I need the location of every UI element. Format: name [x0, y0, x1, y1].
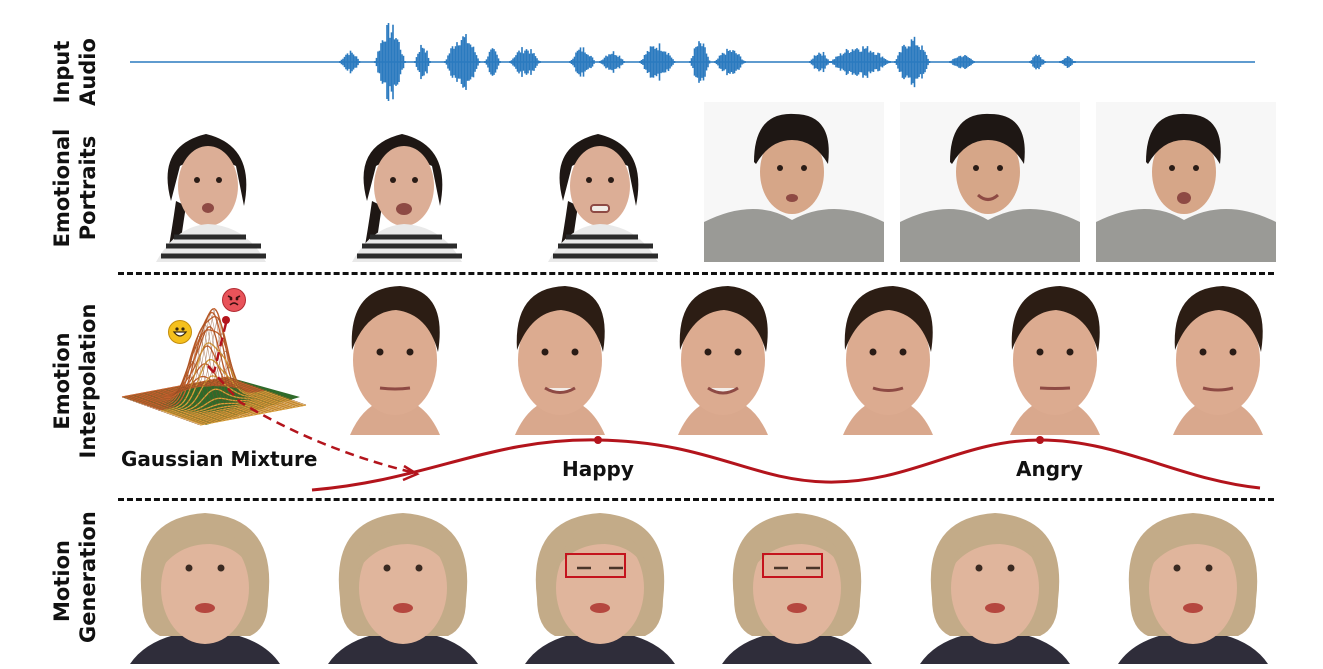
divider-line-2: [118, 498, 1274, 501]
motion-face-4: [722, 513, 872, 664]
grinning-face-icon: [168, 320, 192, 344]
gaussian-mixture-surface: [121, 308, 307, 426]
divider-line-1: [118, 272, 1274, 275]
portrait-woman-1: [116, 106, 296, 262]
interpolation-face-3: [678, 286, 768, 435]
motion-face-2: [328, 513, 478, 664]
interpolation-face-4: [843, 286, 933, 435]
angry-face-icon: [222, 288, 246, 312]
blink-highlight-box-1: [565, 553, 626, 578]
interpolation-face-2: [515, 286, 605, 435]
motion-generation-faces: [130, 513, 1268, 664]
woman-face-illustration: [156, 134, 266, 262]
interpolation-face-1: [350, 286, 440, 435]
motion-face-3: [525, 513, 675, 664]
motion-face-1: [130, 513, 280, 664]
portrait-woman-2: [312, 106, 492, 262]
portrait-woman-3: [508, 106, 688, 262]
portrait-man-2: [900, 102, 1080, 262]
woman-face-illustration: [548, 134, 658, 262]
row-label-motion-generation: Motion Generation: [50, 511, 100, 643]
blink-highlight-box-2: [762, 553, 823, 578]
portrait-man-1: [704, 102, 884, 262]
row-label-input-audio: Input Audio: [50, 38, 100, 106]
motion-face-6: [1118, 513, 1268, 664]
row-label-emotion-interpolation: Emotion Interpolation: [50, 303, 100, 459]
emotion-intensity-curve: [207, 316, 1261, 492]
angry-label: Angry: [1016, 457, 1083, 481]
motion-face-5: [920, 513, 1070, 664]
gaussian-mixture-label: Gaussian Mixture: [121, 447, 318, 471]
dashed-arrow: [207, 322, 416, 475]
man-face-illustration: [1096, 102, 1276, 262]
man-face-illustration: [900, 102, 1080, 262]
happy-label: Happy: [562, 457, 634, 481]
interpolation-faces: [350, 286, 1263, 435]
interpolation-face-5: [1010, 286, 1100, 435]
portrait-man-3: [1096, 102, 1276, 262]
row-label-emotional-portraits: Emotional Portraits: [50, 128, 100, 248]
man-face-illustration: [704, 102, 884, 262]
audio-waveform: [130, 23, 1255, 101]
interpolation-face-6: [1173, 286, 1263, 435]
woman-face-illustration: [352, 134, 462, 262]
